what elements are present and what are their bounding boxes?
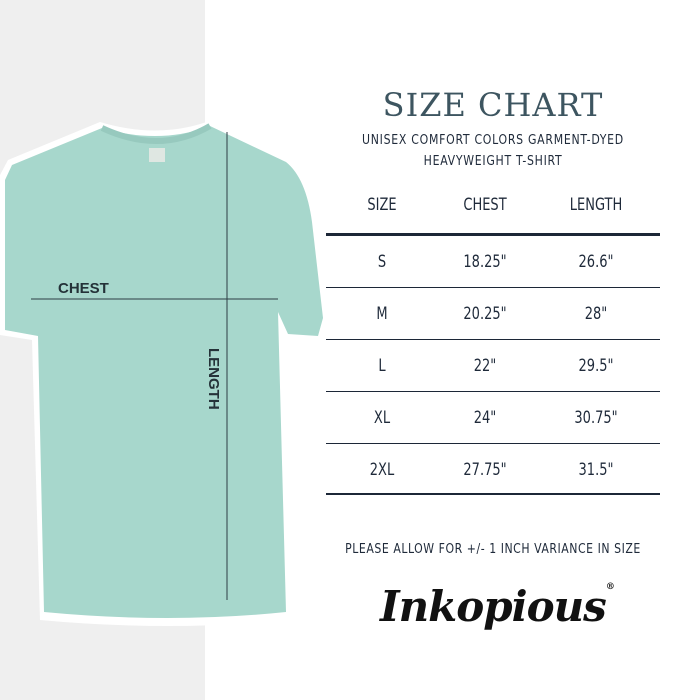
table-bottom-border bbox=[326, 493, 660, 495]
page-title: SIZE CHART bbox=[382, 86, 604, 124]
header-length: LENGTH bbox=[569, 195, 623, 215]
cell-size: L bbox=[378, 356, 386, 376]
cell-length: 29.5" bbox=[578, 356, 614, 376]
cell-size: 2XL bbox=[369, 460, 395, 480]
cell-chest: 18.25" bbox=[463, 252, 507, 272]
row-divider bbox=[326, 391, 660, 392]
cell-chest: 27.75" bbox=[463, 460, 507, 480]
cell-length: 26.6" bbox=[578, 252, 614, 272]
tshirt-image bbox=[0, 120, 330, 626]
row-divider bbox=[326, 287, 660, 288]
subtitle-line-2: HEAVYWEIGHT T-SHIRT bbox=[423, 153, 563, 169]
cell-size: M bbox=[376, 304, 388, 324]
row-divider bbox=[326, 443, 660, 444]
variance-note: PLEASE ALLOW FOR +/- 1 INCH VARIANCE IN … bbox=[345, 541, 641, 557]
header-divider bbox=[326, 233, 660, 236]
chest-label: CHEST bbox=[58, 280, 109, 297]
cell-chest: 20.25" bbox=[463, 304, 507, 324]
cell-size: S bbox=[377, 252, 387, 272]
cell-chest: 22" bbox=[473, 356, 497, 376]
cell-size: XL bbox=[373, 408, 391, 428]
cell-length: 30.75" bbox=[574, 408, 618, 428]
length-label: LENGTH bbox=[205, 348, 222, 410]
cell-length: 28" bbox=[584, 304, 608, 324]
header-size: SIZE bbox=[367, 195, 397, 215]
cell-length: 31.5" bbox=[578, 460, 614, 480]
subtitle-line-1: UNISEX COMFORT COLORS GARMENT-DYED bbox=[362, 132, 624, 148]
row-divider bbox=[326, 339, 660, 340]
header-chest: CHEST bbox=[463, 195, 507, 215]
cell-chest: 24" bbox=[473, 408, 497, 428]
brand-logo: Inkopious® bbox=[380, 582, 615, 631]
